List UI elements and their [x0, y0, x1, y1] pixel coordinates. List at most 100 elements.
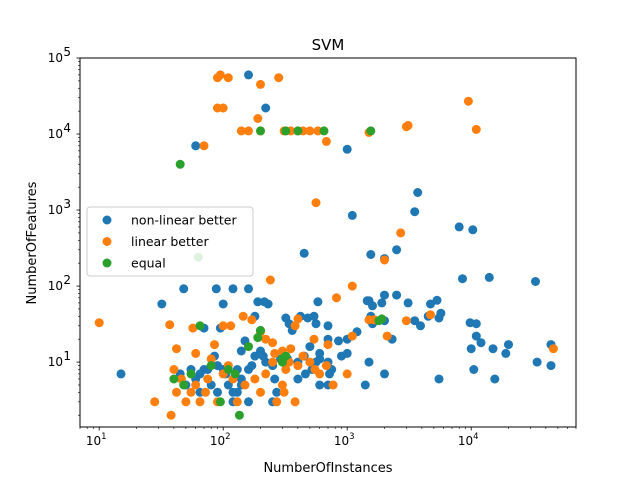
data-point	[403, 120, 413, 130]
data-point	[469, 365, 479, 374]
data-point	[238, 311, 248, 321]
data-point	[454, 222, 464, 232]
data-point	[434, 313, 444, 323]
data-point	[432, 295, 442, 305]
data-point	[253, 297, 263, 307]
x-tick-label: 101	[86, 432, 107, 448]
data-point	[213, 387, 222, 397]
data-point	[299, 248, 309, 258]
data-point	[401, 316, 411, 326]
data-point	[392, 290, 402, 300]
data-point	[116, 369, 126, 379]
data-point	[476, 338, 486, 348]
data-point	[150, 397, 160, 407]
data-point	[213, 361, 222, 371]
data-point	[256, 326, 265, 335]
data-point	[532, 357, 542, 367]
data-point	[315, 348, 325, 358]
data-point	[380, 255, 389, 265]
data-point	[293, 374, 303, 384]
data-point	[323, 321, 333, 331]
data-point	[218, 103, 228, 113]
data-point	[281, 126, 291, 136]
data-point	[261, 369, 271, 379]
data-point	[268, 338, 278, 348]
data-point	[471, 331, 481, 341]
data-point	[382, 331, 392, 341]
data-point	[268, 357, 278, 367]
data-point	[265, 275, 275, 285]
data-point	[157, 299, 167, 309]
data-point	[179, 380, 189, 390]
data-point	[244, 70, 253, 80]
data-point	[334, 336, 343, 346]
data-point	[195, 397, 205, 407]
data-point	[244, 342, 253, 352]
data-point	[313, 297, 323, 307]
data-point	[188, 323, 198, 333]
data-point	[332, 293, 341, 303]
data-point	[490, 374, 500, 384]
legend: non-linear better linear better equal	[86, 206, 254, 277]
data-point	[223, 73, 233, 83]
data-point	[548, 344, 558, 354]
data-point	[360, 380, 370, 390]
data-point	[290, 397, 300, 407]
data-point	[468, 225, 478, 235]
data-point	[309, 311, 319, 321]
data-point	[191, 348, 201, 358]
data-point	[347, 281, 357, 291]
data-point	[413, 188, 423, 197]
data-point	[434, 374, 444, 384]
data-point	[293, 126, 303, 136]
data-point	[410, 316, 420, 326]
data-point	[206, 361, 216, 371]
y-tick-label: 10	[48, 279, 63, 293]
data-point	[380, 369, 389, 379]
legend-marker	[102, 258, 112, 268]
data-point	[256, 126, 265, 136]
x-tick-label: 103	[334, 432, 355, 448]
data-point	[181, 397, 191, 407]
data-point	[426, 310, 435, 320]
data-point	[226, 321, 236, 331]
chart-title: SVM	[312, 36, 345, 54]
data-point	[298, 351, 308, 361]
data-point	[403, 298, 413, 308]
data-point	[247, 315, 257, 325]
data-point	[347, 331, 357, 341]
data-point	[300, 369, 310, 379]
data-point	[230, 369, 240, 379]
data-point	[488, 344, 498, 354]
data-point	[179, 284, 189, 294]
data-point	[256, 387, 265, 397]
data-point	[293, 361, 303, 371]
data-point	[253, 333, 263, 343]
data-point	[274, 73, 284, 83]
data-point	[315, 369, 325, 379]
data-point	[232, 397, 242, 407]
data-point	[256, 79, 265, 89]
data-point	[364, 357, 374, 367]
data-point	[471, 319, 481, 329]
data-point	[484, 272, 494, 282]
data-point	[321, 136, 331, 146]
data-point	[258, 351, 268, 361]
data-point	[325, 369, 334, 379]
data-point	[261, 334, 271, 344]
data-point	[259, 297, 269, 307]
x-axis-ticks: 101 102 103 104	[79, 427, 577, 448]
y-axis-label: NumberOfFeatures	[25, 181, 40, 304]
data-point	[191, 380, 201, 390]
data-point	[337, 351, 346, 361]
data-point	[323, 340, 333, 350]
y-tick-label: 10	[48, 127, 63, 141]
legend-label: linear better	[131, 234, 209, 249]
data-point	[321, 361, 331, 371]
data-point	[305, 126, 315, 136]
data-point	[305, 342, 315, 352]
data-point	[261, 103, 271, 113]
data-point	[165, 320, 175, 330]
legend-marker	[102, 237, 112, 246]
